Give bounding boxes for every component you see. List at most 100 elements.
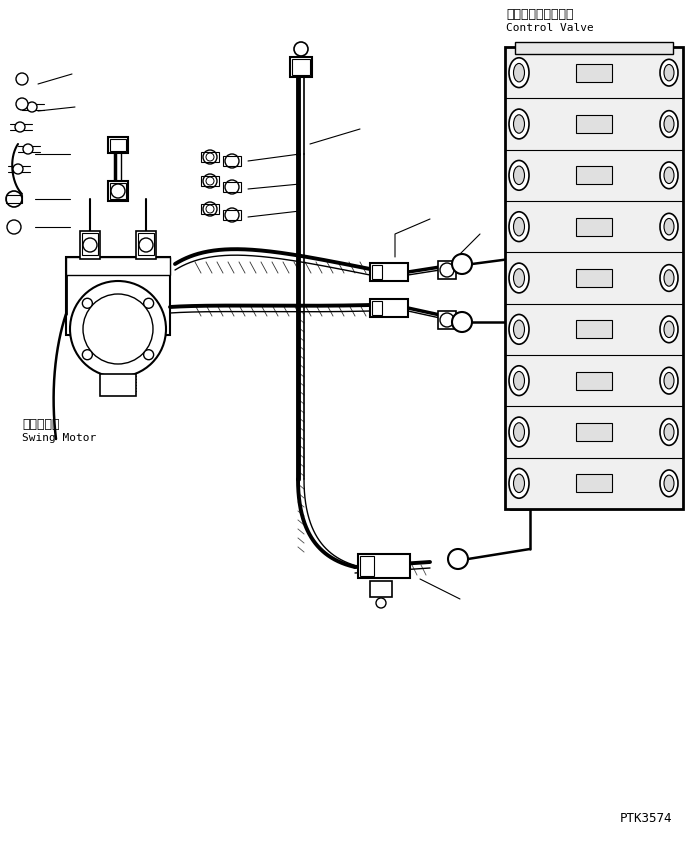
Bar	[80, 232, 100, 260]
Bar	[576, 219, 612, 236]
Bar	[576, 116, 612, 134]
Circle shape	[452, 255, 472, 274]
Bar	[576, 321, 612, 339]
Bar	[576, 475, 612, 493]
Ellipse shape	[660, 419, 678, 446]
Bar	[66, 257, 170, 336]
Bar	[110, 140, 126, 152]
Bar	[292, 60, 310, 76]
Bar	[223, 183, 241, 192]
Bar	[576, 167, 612, 185]
Circle shape	[225, 181, 239, 195]
Circle shape	[144, 299, 153, 309]
Bar	[360, 556, 374, 576]
Circle shape	[452, 312, 472, 333]
Ellipse shape	[664, 475, 674, 492]
Ellipse shape	[660, 214, 678, 241]
Bar	[576, 65, 612, 83]
Ellipse shape	[513, 372, 524, 391]
Ellipse shape	[660, 60, 678, 87]
Ellipse shape	[509, 366, 529, 396]
Bar	[223, 211, 241, 221]
Circle shape	[440, 263, 454, 278]
Circle shape	[16, 99, 28, 111]
Ellipse shape	[660, 470, 678, 497]
Text: Swing Motor: Swing Motor	[22, 432, 96, 442]
Ellipse shape	[509, 469, 529, 499]
Ellipse shape	[513, 218, 524, 236]
Bar	[576, 270, 612, 288]
Bar	[370, 300, 408, 317]
Ellipse shape	[664, 219, 674, 235]
Text: PTK3574: PTK3574	[620, 811, 672, 824]
Ellipse shape	[664, 116, 674, 133]
Bar	[136, 232, 156, 260]
Bar	[372, 301, 382, 316]
Ellipse shape	[509, 315, 529, 345]
Ellipse shape	[509, 418, 529, 447]
Circle shape	[294, 43, 308, 57]
Circle shape	[70, 282, 166, 377]
Bar	[201, 176, 219, 187]
Ellipse shape	[513, 321, 524, 339]
Circle shape	[440, 314, 454, 327]
Ellipse shape	[509, 213, 529, 242]
Bar	[138, 234, 154, 256]
Circle shape	[376, 598, 386, 609]
Bar	[66, 257, 170, 276]
Ellipse shape	[509, 59, 529, 89]
Bar	[82, 234, 98, 256]
Ellipse shape	[513, 423, 524, 441]
Bar	[201, 153, 219, 163]
Ellipse shape	[513, 64, 524, 83]
Ellipse shape	[513, 167, 524, 186]
Text: 旋回モータ: 旋回モータ	[22, 418, 59, 430]
Bar	[370, 582, 392, 598]
Bar	[108, 138, 128, 154]
Bar	[100, 375, 136, 397]
Circle shape	[225, 154, 239, 169]
Ellipse shape	[513, 474, 524, 493]
Circle shape	[111, 185, 125, 199]
Circle shape	[83, 295, 153, 365]
Circle shape	[82, 350, 93, 360]
Bar	[108, 181, 128, 202]
Bar	[576, 424, 612, 441]
Ellipse shape	[664, 65, 674, 82]
Ellipse shape	[660, 316, 678, 344]
Ellipse shape	[660, 163, 678, 189]
Ellipse shape	[664, 270, 674, 287]
Ellipse shape	[660, 111, 678, 138]
Ellipse shape	[660, 368, 678, 394]
Bar	[223, 157, 241, 167]
Circle shape	[448, 549, 468, 570]
Circle shape	[16, 74, 28, 86]
Bar	[372, 266, 382, 279]
Bar	[370, 263, 408, 282]
Ellipse shape	[660, 265, 678, 292]
Circle shape	[13, 165, 23, 175]
Bar	[6, 196, 22, 203]
Ellipse shape	[664, 322, 674, 338]
Bar	[515, 43, 673, 55]
Circle shape	[139, 239, 153, 252]
Circle shape	[83, 239, 97, 252]
Circle shape	[203, 151, 217, 165]
Bar	[201, 205, 219, 214]
Circle shape	[15, 123, 25, 133]
Ellipse shape	[664, 168, 674, 184]
Circle shape	[82, 299, 93, 309]
Ellipse shape	[509, 161, 529, 191]
Bar	[576, 372, 612, 390]
Circle shape	[6, 192, 22, 208]
Bar	[438, 262, 456, 279]
Circle shape	[203, 175, 217, 189]
Circle shape	[23, 145, 33, 154]
Bar	[290, 58, 312, 78]
Bar	[438, 311, 456, 330]
Bar	[110, 184, 126, 200]
Ellipse shape	[509, 110, 529, 140]
Bar	[358, 555, 410, 578]
Text: Control Valve: Control Valve	[506, 23, 594, 33]
Bar	[505, 48, 683, 510]
